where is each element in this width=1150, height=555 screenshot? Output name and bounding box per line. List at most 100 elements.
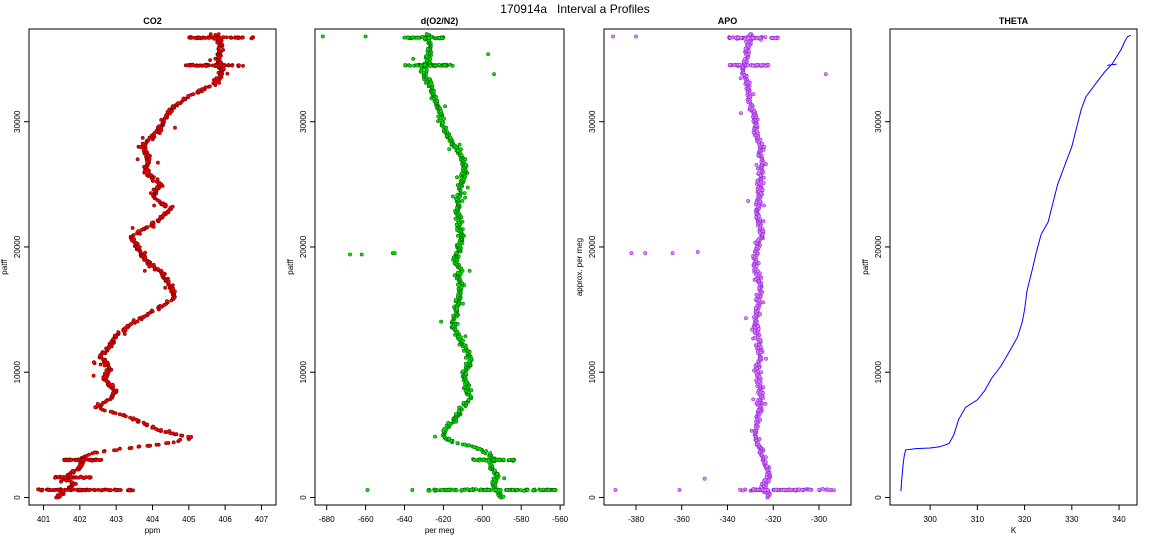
data-point <box>148 191 153 196</box>
data-point <box>643 251 648 256</box>
y-tick-label: 30000 <box>13 110 22 133</box>
x-tick-label: 406 <box>218 515 232 524</box>
data-point <box>763 459 768 464</box>
data-point <box>61 488 66 493</box>
data-point <box>761 385 766 390</box>
data-point <box>745 63 750 68</box>
data-point <box>221 35 226 40</box>
data-point <box>611 34 616 39</box>
data-point <box>81 458 86 463</box>
data-point <box>74 481 78 486</box>
data-point <box>440 487 445 492</box>
data-point <box>216 70 221 75</box>
data-point <box>453 298 458 302</box>
panel-title: APO <box>718 16 738 26</box>
data-point <box>91 487 96 492</box>
data-point <box>134 417 139 422</box>
data-point <box>241 64 245 68</box>
data-point <box>86 488 91 493</box>
data-point <box>408 64 413 68</box>
data-point <box>108 409 113 414</box>
data-point <box>471 445 476 449</box>
data-point <box>462 191 467 196</box>
data-point <box>224 35 229 40</box>
data-point <box>237 63 241 68</box>
data-point <box>450 63 455 68</box>
data-point <box>441 120 446 125</box>
data-point <box>213 36 218 41</box>
panel-title: THETA <box>999 16 1029 26</box>
x-tick-label: -320 <box>765 515 782 524</box>
x-tick-label: -600 <box>474 515 491 524</box>
y-tick-label: 20000 <box>588 235 597 258</box>
data-point <box>501 457 506 462</box>
data-point <box>436 114 441 119</box>
data-point <box>159 118 164 122</box>
data-point <box>820 487 825 491</box>
data-point <box>756 171 761 175</box>
plot-area-2 <box>611 32 836 500</box>
data-point <box>101 350 106 355</box>
data-point <box>435 488 440 493</box>
data-point <box>410 488 415 492</box>
data-point <box>748 32 753 37</box>
data-point <box>108 488 113 493</box>
data-point <box>114 448 119 453</box>
data-point <box>450 194 455 199</box>
x-tick-label: -560 <box>552 515 569 524</box>
x-tick-label: 340 <box>1112 515 1126 524</box>
data-point <box>101 449 106 454</box>
panel-3: THETA 300 310 320 330 340 0 10000 20000 30000 Kpat… <box>861 16 1138 535</box>
data-point <box>82 488 87 493</box>
y-tick-label: 10000 <box>874 361 883 384</box>
data-point <box>145 225 150 230</box>
data-point <box>55 487 60 492</box>
data-point <box>71 487 76 492</box>
data-point <box>454 488 459 493</box>
data-point <box>447 436 452 441</box>
data-point <box>131 416 136 421</box>
data-point <box>420 35 425 39</box>
data-point <box>97 458 102 463</box>
data-point <box>753 343 758 348</box>
data-point <box>463 334 468 339</box>
data-point <box>213 63 218 68</box>
x-tick-label: 402 <box>73 515 87 524</box>
data-point <box>137 444 142 449</box>
data-point <box>411 57 416 61</box>
data-point <box>176 101 180 106</box>
data-point <box>493 488 498 493</box>
data-point <box>459 153 464 157</box>
x-tick-label: 300 <box>923 515 937 524</box>
data-point <box>136 229 141 234</box>
data-point <box>502 476 507 481</box>
data-point <box>93 405 98 410</box>
y-tick-label: 30000 <box>588 110 597 133</box>
data-point <box>766 63 771 67</box>
data-point <box>221 48 226 52</box>
panel-title: d(O2/N2) <box>421 16 459 26</box>
data-point <box>547 487 552 492</box>
data-point <box>519 488 524 493</box>
data-point <box>59 479 63 484</box>
data-point <box>761 300 766 305</box>
y-tick-label: 30000 <box>874 110 883 133</box>
data-point <box>498 488 503 492</box>
data-point <box>755 63 759 67</box>
x-axis-label: per meg <box>425 526 454 535</box>
data-point <box>154 442 159 447</box>
data-point <box>775 36 780 41</box>
data-point <box>226 63 231 67</box>
data-point <box>363 34 368 39</box>
data-point <box>522 488 527 493</box>
data-point <box>439 36 444 41</box>
data-point <box>130 226 135 230</box>
data-point <box>99 488 104 493</box>
y-tick-label: 0 <box>13 495 22 500</box>
data-point <box>157 124 162 129</box>
data-point <box>770 36 775 40</box>
data-point <box>194 36 199 41</box>
data-point <box>465 185 470 190</box>
data-point <box>757 35 762 40</box>
y-axis-label: approx. per meg <box>575 238 584 296</box>
